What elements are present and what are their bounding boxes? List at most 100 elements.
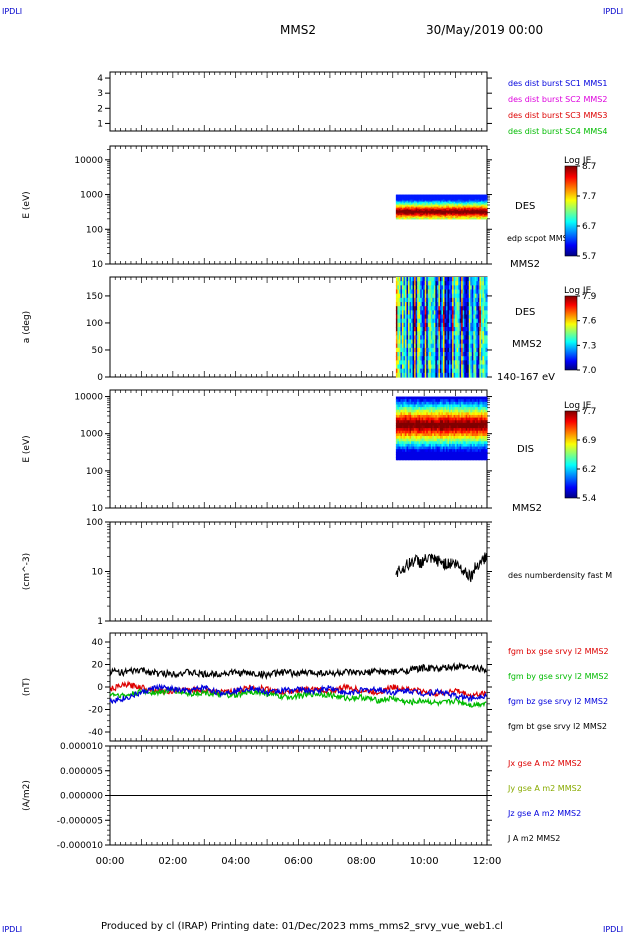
- spectrogram-cell: [450, 420, 453, 424]
- spectrogram-cell: [447, 215, 450, 218]
- spectrogram-cell: [477, 205, 481, 208]
- spectrogram-cell: [467, 198, 470, 201]
- spectrogram-cell: [447, 457, 450, 461]
- spectrogram-cell: [449, 347, 452, 353]
- spectrogram-cell: [424, 209, 427, 212]
- spectrogram-cell: [471, 457, 474, 461]
- spectrogram-cell: [456, 451, 459, 456]
- spectrogram-cell: [403, 399, 406, 403]
- spectrogram-cell: [408, 206, 411, 209]
- spectrogram-cell: [485, 200, 488, 203]
- spectrogram-cell: [397, 202, 400, 205]
- spectrogram-cell: [449, 200, 452, 203]
- spectrogram-cell: [446, 331, 449, 336]
- spectrogram-cell: [447, 297, 450, 303]
- spectrogram-cell: [467, 401, 470, 406]
- spectrogram-cell: [479, 327, 482, 332]
- spectrogram-cell: [441, 202, 444, 205]
- spectrogram-cell: [420, 347, 423, 353]
- spectrogram-cell: [426, 417, 429, 421]
- spectrogram-cell: [447, 343, 450, 349]
- spectrogram-cell: [473, 414, 476, 419]
- spectrogram-cell: [446, 306, 449, 311]
- spectrogram-cell: [459, 430, 462, 434]
- spectrogram-cell: [468, 347, 471, 353]
- spectrogram-cell: [450, 214, 453, 217]
- spectrogram-cell: [476, 200, 479, 203]
- spectrogram-cell: [439, 211, 443, 214]
- spectrogram-cell: [408, 368, 411, 374]
- spectrogram-cell: [483, 414, 487, 419]
- spectrogram-cell: [455, 372, 458, 378]
- spectrogram-cell: [442, 435, 446, 440]
- spectrogram-cell: [442, 293, 446, 299]
- spectrogram-cell: [464, 217, 467, 220]
- spectrogram-cell: [465, 335, 468, 341]
- spectrogram-cell: [420, 433, 423, 437]
- spectrogram-cell: [409, 368, 412, 374]
- spectrogram-cell: [409, 441, 412, 445]
- spectrogram-cell: [447, 212, 450, 215]
- spectrogram-cell: [477, 409, 481, 413]
- spectrogram-cell: [412, 409, 415, 413]
- spectrogram-cell: [453, 210, 456, 213]
- spectrogram-cell: [420, 454, 423, 458]
- spacecraft-title: MMS2: [280, 23, 316, 37]
- spectrogram-cell: [421, 331, 424, 336]
- spectrogram-cell: [465, 318, 468, 324]
- spectrogram-cell: [474, 200, 477, 203]
- colorbar-title: Log JE: [564, 286, 592, 296]
- spectrogram-cell: [403, 215, 406, 218]
- spectrogram-cell: [465, 327, 468, 332]
- spectrogram-cell: [398, 214, 402, 217]
- spectrogram-cell: [424, 281, 427, 286]
- spectrogram-cell: [400, 198, 403, 201]
- spectrogram-cell: [418, 422, 421, 427]
- spectrogram-cell: [412, 356, 415, 361]
- spectrogram-cell: [439, 310, 443, 316]
- spectrogram-cell: [406, 360, 409, 366]
- y-tick-label: 10: [92, 260, 104, 270]
- spectrogram-cell: [397, 327, 400, 332]
- spectrogram-cell: [432, 214, 435, 217]
- spectrogram-cell: [401, 396, 405, 400]
- spectrogram-cell: [398, 420, 402, 424]
- spectrogram-cell: [470, 310, 473, 316]
- spectrogram-cell: [438, 360, 441, 366]
- spectrogram-cell: [456, 339, 459, 345]
- spectrogram-cell: [405, 372, 408, 378]
- spectrogram-cell: [405, 454, 408, 458]
- spectrogram-cell: [408, 212, 411, 215]
- spectrogram-cell: [405, 293, 408, 299]
- spectrogram-cell: [459, 217, 462, 220]
- spectrogram-cell: [471, 407, 474, 411]
- spectrogram-cell: [453, 215, 456, 218]
- spectrogram-cell: [418, 404, 421, 408]
- spectrogram-cell: [429, 360, 432, 366]
- spectrogram-cell: [433, 314, 436, 320]
- spectrogram-cell: [483, 368, 487, 374]
- spectrogram-cell: [395, 435, 399, 440]
- spectrogram-cell: [418, 318, 421, 324]
- spectrogram-cell: [452, 302, 455, 307]
- spectrogram-cell: [400, 207, 403, 210]
- spectrogram-cell: [483, 207, 487, 210]
- spectrogram-cell: [467, 197, 470, 200]
- spectrogram-cell: [430, 210, 433, 213]
- spectrogram-cell: [408, 396, 411, 400]
- spectrogram-cell: [427, 347, 430, 353]
- spectrogram-cell: [401, 451, 405, 456]
- spectrogram-cell: [447, 203, 450, 206]
- y-tick-label: 150: [86, 292, 103, 302]
- spectrogram-cell: [468, 318, 471, 324]
- spectrogram-cell: [441, 207, 444, 210]
- spectrogram-cell: [433, 204, 436, 207]
- spectrogram-cell: [395, 211, 399, 214]
- spectrogram-cell: [406, 331, 409, 336]
- spectrogram-cell: [436, 297, 440, 303]
- spectrogram-cell: [459, 457, 462, 461]
- spectrogram-cell: [400, 412, 403, 416]
- spectrogram-cell: [476, 310, 479, 316]
- spectrogram-cell: [427, 210, 430, 213]
- spectrogram-cell: [429, 422, 432, 427]
